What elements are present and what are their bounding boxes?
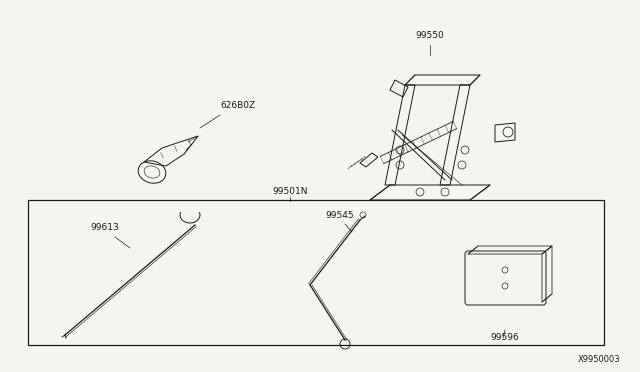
Text: 99550: 99550	[415, 31, 444, 40]
Text: 99501N: 99501N	[272, 187, 308, 196]
Text: 99545: 99545	[325, 211, 354, 220]
Bar	[28, 200, 604, 345]
Text: 626B0Z: 626B0Z	[220, 101, 255, 110]
Text: 99613: 99613	[90, 223, 119, 232]
Text: X9950003: X9950003	[577, 355, 620, 364]
Text: 99596: 99596	[490, 333, 519, 342]
